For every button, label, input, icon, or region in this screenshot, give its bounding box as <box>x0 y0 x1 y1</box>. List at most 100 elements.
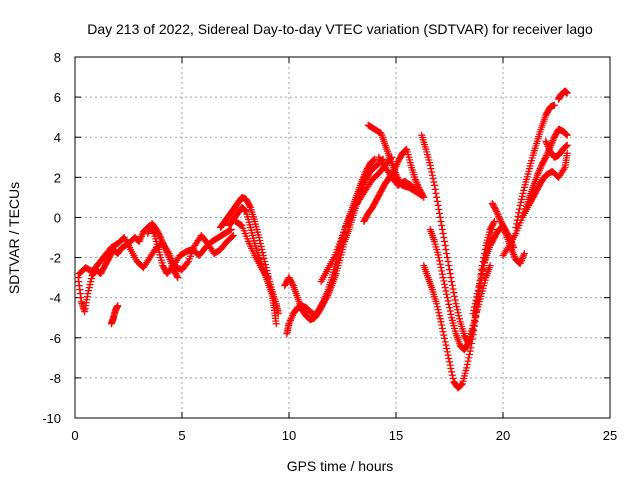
data-point <box>443 250 451 258</box>
data-point <box>448 278 456 286</box>
data-point <box>513 216 521 224</box>
data-point <box>493 209 501 217</box>
data-point <box>324 290 332 298</box>
data-point <box>563 141 571 149</box>
data-point <box>86 281 94 289</box>
y-tick-label: -10 <box>42 411 61 426</box>
data-point <box>413 179 421 187</box>
data-point <box>445 300 453 308</box>
data-point <box>339 231 346 239</box>
data-point <box>520 251 528 259</box>
data-point <box>87 278 95 286</box>
data-point <box>438 267 446 275</box>
y-tick-label: -4 <box>49 291 61 306</box>
data-point <box>260 255 268 263</box>
data-point <box>446 307 454 315</box>
data-point <box>550 135 558 143</box>
data-point <box>446 358 453 366</box>
data-point <box>342 222 350 230</box>
data-point <box>448 371 456 379</box>
data-point <box>543 152 551 160</box>
data-point <box>457 381 465 389</box>
data-point <box>535 168 543 176</box>
data-point <box>447 365 455 373</box>
data-point <box>560 165 568 173</box>
data-point <box>562 130 570 138</box>
data-point <box>227 225 235 233</box>
data-point <box>469 310 477 318</box>
data-point <box>447 310 455 318</box>
data-point <box>436 315 444 323</box>
data-point <box>289 280 297 288</box>
data-point <box>138 231 146 239</box>
data-point <box>519 253 527 261</box>
data-point <box>473 293 481 301</box>
data-point <box>393 161 401 169</box>
data-point <box>446 270 454 278</box>
data-point <box>428 171 436 179</box>
data-point <box>550 101 558 109</box>
series-arc-1 <box>74 221 235 316</box>
data-point <box>516 260 524 268</box>
data-point <box>441 238 449 246</box>
data-point <box>156 232 164 240</box>
y-tick-label: 0 <box>54 210 61 225</box>
data-point <box>490 219 498 227</box>
data-point <box>436 209 444 217</box>
data-point <box>475 283 483 291</box>
data-point <box>426 161 434 169</box>
data-point <box>450 292 458 300</box>
data-point <box>514 212 522 220</box>
data-point <box>434 306 442 314</box>
data-point <box>164 252 172 260</box>
data-point <box>85 287 93 295</box>
data-point <box>157 235 165 243</box>
data-point <box>475 280 483 288</box>
data-point <box>427 165 435 173</box>
data-point <box>258 246 266 254</box>
data-point <box>533 171 541 179</box>
data-point <box>391 167 399 175</box>
data-point <box>447 274 455 282</box>
data-point <box>325 288 333 296</box>
data-point <box>453 306 461 314</box>
data-point <box>441 334 449 342</box>
data-point <box>228 232 236 240</box>
data-point <box>474 286 482 294</box>
data-point <box>438 221 446 229</box>
data-point <box>450 289 458 297</box>
data-point <box>157 234 165 241</box>
data-point <box>369 157 377 165</box>
data-point <box>336 238 344 246</box>
data-point <box>438 321 446 329</box>
data-point <box>537 163 545 171</box>
series-arc-19 <box>499 149 571 260</box>
data-point <box>446 361 454 369</box>
y-tick-label: 6 <box>54 90 61 105</box>
data-point <box>486 262 494 270</box>
data-point <box>505 232 513 240</box>
data-point <box>257 243 265 251</box>
data-point <box>443 290 451 298</box>
data-point <box>442 287 450 295</box>
data-point <box>448 281 456 289</box>
data-point <box>442 246 450 254</box>
data-point <box>183 259 191 267</box>
data-point <box>454 309 462 317</box>
series-arc-2 <box>75 231 237 278</box>
x-tick-label: 0 <box>71 428 78 443</box>
data-point <box>520 186 528 194</box>
data-point <box>517 258 525 266</box>
data-point <box>439 328 447 336</box>
data-point <box>160 242 168 250</box>
data-point <box>508 247 516 255</box>
data-point <box>435 205 443 213</box>
data-point <box>164 250 172 258</box>
data-point <box>518 195 526 203</box>
series-arc-7 <box>232 217 272 282</box>
data-point <box>429 175 437 183</box>
data-point <box>543 139 551 147</box>
data-point <box>286 318 294 326</box>
data-point <box>445 355 453 363</box>
